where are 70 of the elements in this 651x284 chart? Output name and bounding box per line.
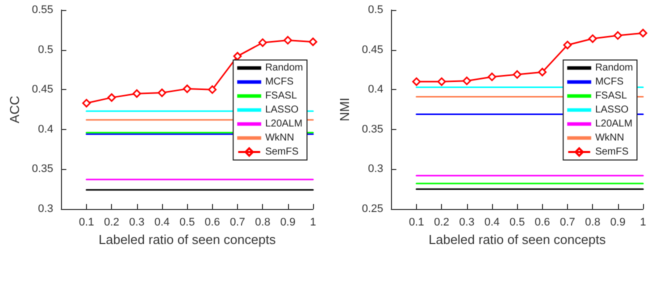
point [258, 38, 267, 47]
legend-label: MCFS [265, 76, 294, 88]
y-tick-label: 0.4 [38, 123, 54, 136]
y-tick-label: 0.45 [32, 84, 54, 96]
y-tick-label: 0.5 [38, 44, 54, 56]
x-tick-label: 0.9 [280, 216, 296, 228]
x-tick-label: 0.2 [434, 216, 450, 228]
point [308, 38, 318, 46]
legend-label: LASSO [595, 104, 629, 116]
y-axis-title: ACC [7, 96, 22, 124]
point [563, 40, 572, 50]
x-tick-label: 1 [640, 216, 646, 228]
legend-label: FSASL [265, 90, 298, 102]
legend-label: WkNN [265, 132, 294, 144]
legend-label: SemFS [265, 146, 299, 158]
legend-label: SemFS [595, 146, 629, 158]
legend-label: Random [265, 62, 304, 74]
x-tick-label: 0.2 [104, 216, 120, 228]
point [538, 68, 547, 76]
point [588, 34, 597, 43]
y-axis-title: NMI [337, 98, 352, 122]
x-tick-label: 1 [310, 216, 316, 228]
point [638, 28, 648, 38]
y-tick-label: 0.25 [362, 203, 384, 215]
x-tick-label: 0.8 [255, 216, 270, 228]
y-tick-label: 0.3 [38, 203, 54, 215]
legend-label: FSASL [595, 90, 628, 102]
point [107, 93, 116, 102]
x-axis-title: Labeled ratio of seen concepts [428, 232, 606, 247]
x-tick-label: 0.7 [230, 216, 246, 228]
x-tick-label: 0.3 [129, 216, 144, 228]
point [614, 31, 622, 40]
x-tick-label: 0.4 [154, 216, 170, 228]
point [132, 89, 142, 98]
point [462, 76, 472, 86]
point [182, 84, 192, 94]
legend-label: LASSO [265, 104, 299, 116]
y-tick-label: 0.5 [368, 4, 384, 16]
x-tick-label: 0.4 [484, 216, 500, 228]
legend-label: WkNN [595, 132, 624, 144]
y-tick-label: 0.3 [368, 163, 384, 176]
point [284, 36, 292, 44]
legend-label: Random [595, 62, 634, 74]
x-tick-label: 0.8 [585, 216, 600, 228]
legend-label: L20ALM [595, 118, 632, 130]
point [488, 72, 496, 82]
legend-label: MCFS [595, 76, 624, 88]
y-tick-label: 0.45 [362, 44, 384, 56]
x-tick-label: 0.1 [408, 216, 424, 228]
x-tick-label: 0.1 [78, 216, 94, 228]
x-tick-label: 0.6 [534, 216, 550, 228]
y-tick-label: 0.55 [32, 4, 54, 16]
point [158, 88, 166, 98]
x-tick-label: 0.5 [180, 216, 195, 228]
x-tick-label: 0.6 [204, 216, 220, 228]
x-tick-label: 0.3 [459, 216, 474, 228]
x-tick-label: 0.9 [610, 216, 626, 228]
point [233, 52, 242, 60]
y-tick-label: 0.35 [362, 123, 384, 136]
legend-label: L20ALM [265, 118, 302, 130]
point [82, 98, 91, 108]
x-tick-label: 0.5 [510, 216, 525, 228]
point [437, 77, 446, 86]
point [208, 85, 217, 94]
point [512, 70, 522, 79]
x-axis-title: Labeled ratio of seen concepts [98, 232, 276, 247]
point [412, 77, 421, 86]
x-tick-label: 0.7 [560, 216, 576, 228]
y-tick-label: 0.4 [368, 84, 384, 96]
y-tick-label: 0.35 [32, 163, 54, 176]
